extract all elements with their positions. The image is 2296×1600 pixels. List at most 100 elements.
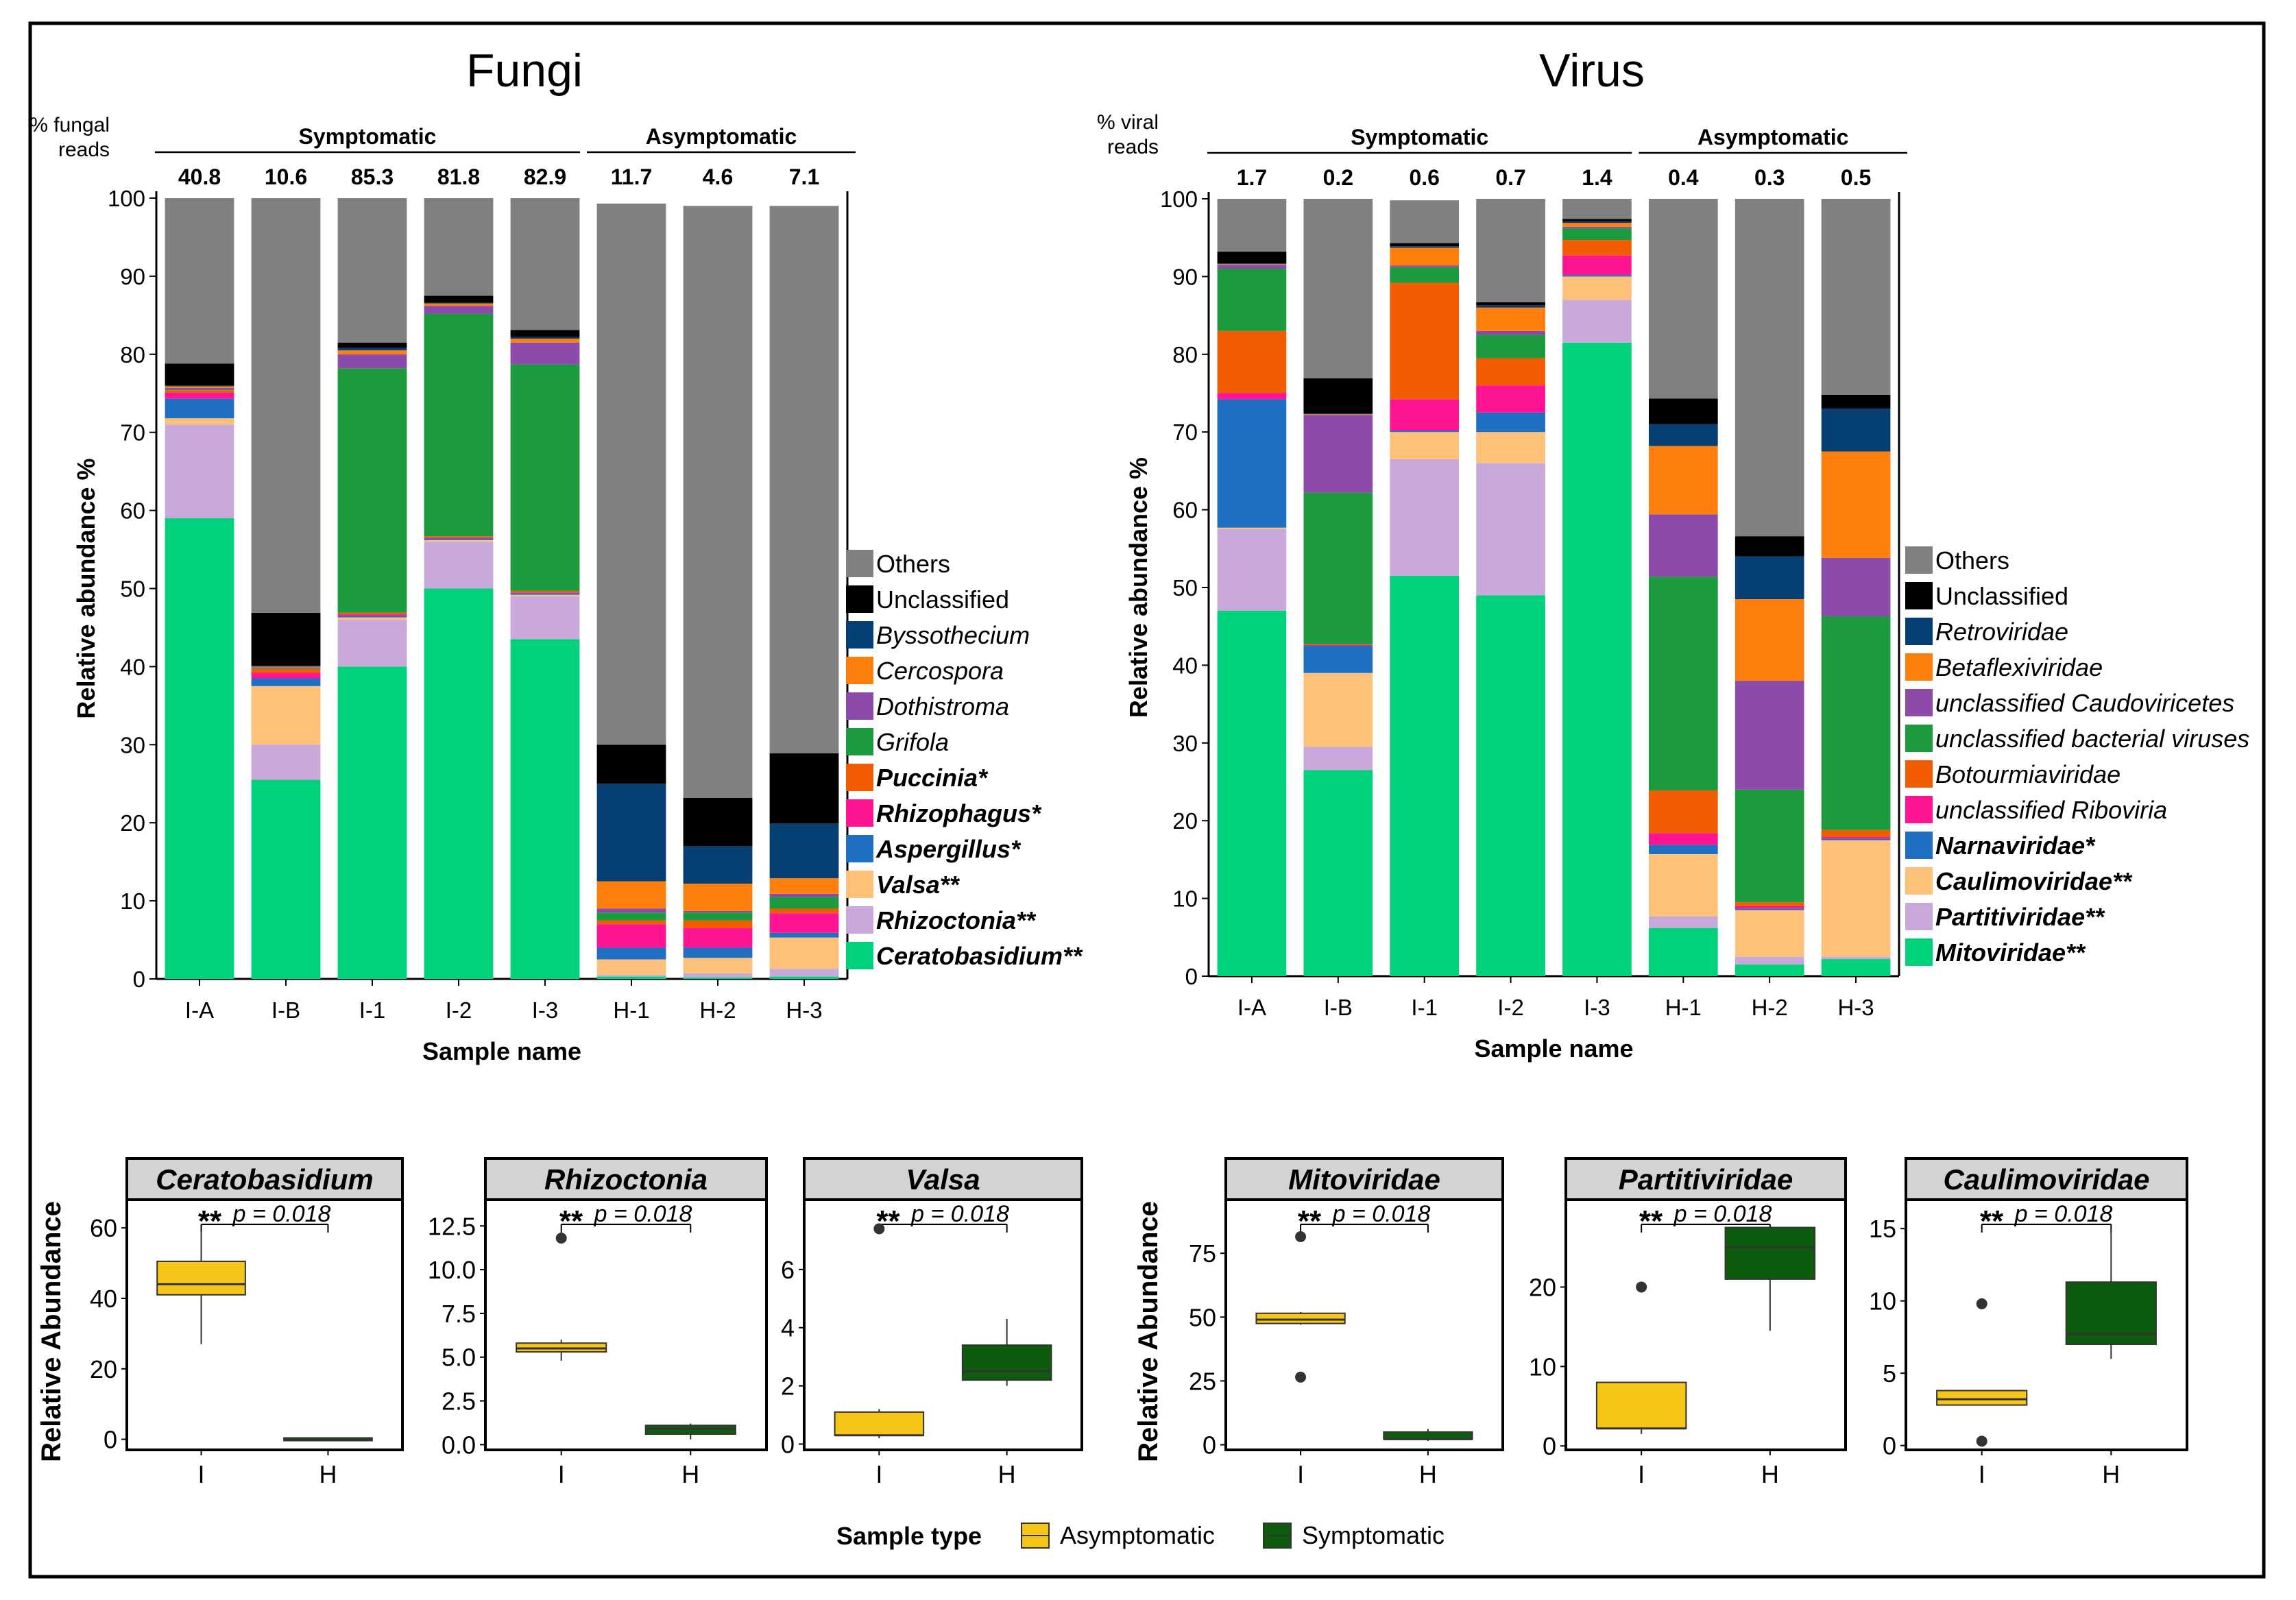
fungi-ytick-label: 10: [120, 888, 145, 914]
virus-bar-i-1-caulimoviridae: [1390, 432, 1460, 459]
fungi-ytick-label: 30: [120, 732, 145, 757]
fungi-bar-i-2-aspergillus: [424, 538, 494, 540]
virus-legend-label-betaflexiviridae: Betaflexiviridae: [1935, 653, 2103, 681]
fungi-bar-h-1-grifola: [596, 912, 666, 921]
virus-bar-i-3-unclassified-riboviria: [1562, 255, 1632, 276]
fungi-bar-i-2-unclassified: [424, 295, 494, 303]
fungi-ytick-label: 80: [120, 342, 145, 367]
box-mitoviridae-plot-border: [1224, 1198, 1504, 1451]
virus-bar-i-1-others: [1390, 200, 1460, 243]
virus-bar-h-3-retroviridae: [1821, 409, 1891, 452]
fungi-bar-h-1-aspergillus: [596, 947, 666, 960]
fungi-ytick-label: 20: [120, 810, 145, 836]
fungi-bar-h-1-rhizoctonia: [596, 975, 666, 977]
box-rhizoctonia-ytick-label: 7.5: [442, 1300, 476, 1328]
virus-bar-i-a-caulimoviridae: [1217, 527, 1287, 529]
virus-bar-i-2-narnaviridae: [1476, 412, 1545, 433]
box-ceratobasidium-pvalue: p = 0.018: [232, 1201, 331, 1227]
fungi-legend-swatch-unclassified: [846, 585, 873, 613]
virus-bar-h-2-unclassified: [1735, 536, 1804, 557]
fungi-xtick-label: H-2: [699, 997, 736, 1023]
virus-bar-i-b-narnaviridae: [1303, 646, 1373, 673]
virus-legend-swatch-partitiviridae: [1905, 903, 1933, 930]
box-caulimoviridae-ytick-label: 10: [1869, 1287, 1896, 1316]
box-rhizoctonia-xtick-label: I: [558, 1460, 565, 1488]
fungi-bar-i-1-puccinia: [337, 612, 407, 615]
virus-bar-i-1-mitoviridae: [1390, 575, 1460, 976]
virus-reads-value: 0.2: [1323, 165, 1353, 190]
fungi-bar-i-b-rhizoctonia: [251, 744, 321, 780]
fungi-reads-value: 81.8: [437, 165, 480, 189]
virus-ytick-label: 60: [1172, 498, 1198, 523]
virus-legend-label-botourmiaviridae: Botourmiaviridae: [1935, 760, 2120, 788]
box-mitoviridae-outlier-i: [1295, 1371, 1307, 1383]
fungi-bar-i-b-ceratobasidium: [251, 779, 321, 979]
virus-bar-i-a-unclassified-caudoviricetes: [1217, 265, 1287, 269]
box-caulimoviridae-xtick-label: I: [1979, 1460, 1985, 1488]
fungi-bar-h-2-others: [683, 206, 753, 798]
box-rhizoctonia-ytick-label: 5.0: [442, 1344, 476, 1372]
fungi-bar-h-1-puccinia: [596, 920, 666, 925]
fungi-ytick-label: 0: [133, 967, 145, 992]
fungi-bar-i-3-aspergillus: [510, 593, 580, 595]
fungi-legend-label-rhizoctonia: Rhizoctonia**: [876, 906, 1037, 934]
fungi-bar-h-2-rhizoctonia: [683, 973, 753, 978]
box-rhizoctonia-ytick-label: 0.0: [442, 1431, 476, 1459]
virus-bar-i-b-others: [1303, 199, 1373, 378]
box-ceratobasidium-ytick-label: 40: [90, 1285, 117, 1313]
fungi-bar-i-1-aspergillus: [337, 616, 407, 618]
virus-xtick-label: I-1: [1411, 995, 1438, 1020]
virus-bar-i-1-betaflexiviridae: [1390, 247, 1460, 266]
box-partitiviridae-plot-border: [1564, 1198, 1847, 1451]
fungi-bar-i-2-others: [424, 198, 494, 296]
box-partitiviridae-ytick-label: 10: [1529, 1353, 1556, 1381]
fungi-xtick-label: I-3: [532, 997, 559, 1023]
box-rhizoctonia-title: Rhizoctonia: [544, 1163, 708, 1196]
virus-group-label: Asymptomatic: [1697, 125, 1849, 149]
box-caulimoviridae-panel: Caulimoviridae 0 5 10 15 ** p = 0.018 I H: [1869, 1157, 2188, 1488]
virus-bar-i-3-botourmiaviridae: [1562, 240, 1632, 256]
virus-bar-h-1-botourmiaviridae: [1648, 790, 1718, 834]
fungi-bar-i-b-unclassified: [251, 612, 321, 666]
fungi-xtick-label: I-1: [359, 997, 386, 1023]
fungi-reads-value: 4.6: [703, 165, 733, 189]
fungi-bar-i-b-aspergillus: [251, 678, 321, 686]
virus-bar-h-1-retroviridae: [1648, 424, 1718, 446]
fungi-bar-h-3-unclassified: [769, 753, 839, 824]
fungi-bar-h-1-valsa: [596, 959, 666, 975]
virus-y-label: Relative abundance %: [1124, 457, 1152, 718]
box-rhizoctonia-pvalue: p = 0.018: [594, 1201, 692, 1227]
fungi-title: Fungi: [466, 45, 583, 97]
virus-bar-i-b-betaflexiviridae: [1303, 414, 1373, 415]
box-caulimoviridae-pvalue: p = 0.018: [2014, 1201, 2113, 1227]
virus-bar-i-2-retroviridae: [1476, 305, 1545, 308]
virus-bar-i-2-mitoviridae: [1476, 595, 1545, 976]
box-ceratobasidium-ytick-label: 20: [90, 1355, 117, 1383]
virus-ytick-label: 80: [1172, 342, 1198, 367]
fungi-xtick-label: I-B: [271, 997, 300, 1023]
virus-legend-label-retroviridae: Retroviridae: [1935, 618, 2068, 646]
virus-legend-label-others: Others: [1935, 546, 2009, 574]
fungi-bar-h-2-dothistroma: [683, 910, 753, 913]
box-mitoviridae-box-i: [1255, 1312, 1346, 1324]
fungi-legend-swatch-ceratobasidium: [846, 942, 873, 969]
fungi-bar-h-2-valsa: [683, 958, 753, 974]
box-caulimoviridae-outlier-i: [1976, 1298, 1987, 1309]
fungi-legend-swatch-dothistroma: [846, 692, 873, 720]
fungi-ytick-label: 100: [108, 186, 145, 211]
box-ceratobasidium-y-label: Relative Abundance: [36, 1201, 67, 1462]
virus-bar-h-1-unclassified-caudoviricetes: [1648, 514, 1718, 577]
virus-legend-swatch-unclassified-caudoviricetes: [1905, 689, 1933, 716]
fungi-bar-i-2-ceratobasidium: [424, 588, 494, 979]
virus-bar-h-1-narnaviridae: [1648, 845, 1718, 854]
virus-ytick-label: 40: [1172, 653, 1198, 678]
fungi-legend-label-puccinia: Puccinia*: [876, 764, 989, 792]
fungi-bar-h-1-byssothecium: [596, 784, 666, 882]
virus-bar-h-1-betaflexiviridae: [1648, 446, 1718, 515]
virus-reads-value: 0.6: [1409, 165, 1439, 190]
fungi-bar-i-a-byssothecium: [165, 385, 234, 387]
fungi-bar-h-2-aspergillus: [683, 947, 753, 958]
fungi-bar-h-2-puccinia: [683, 920, 753, 928]
fungi-reads-value: 7.1: [789, 165, 819, 189]
fungi-legend-label-unclassified: Unclassified: [876, 585, 1009, 614]
